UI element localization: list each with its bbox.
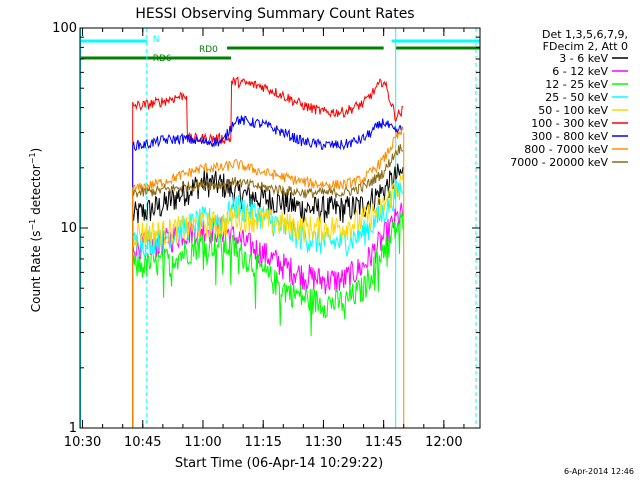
x-tick-label: 11:15: [244, 435, 281, 450]
legend-entry-label: 50 - 100 keV: [538, 104, 608, 117]
legend-entry-label: 25 - 50 keV: [545, 91, 608, 104]
annotation-label-rd6: RD6: [153, 54, 172, 64]
legend-entry-label: 100 - 300 keV: [531, 117, 608, 130]
legend-entry-label: 800 - 7000 keV: [524, 143, 608, 156]
legend-entry-label: 6 - 12 keV: [552, 65, 608, 78]
x-tick-label: 10:45: [124, 435, 161, 450]
legend-entry-label: 300 - 800 keV: [531, 130, 608, 143]
y-axis-label: Count Rate (s−1 detector−1): [28, 148, 43, 312]
legend: Det 1,3,5,6,7,9,FDecim 2, Att 03 - 6 keV…: [510, 28, 628, 169]
plot-area: N RD0 RD6: [80, 28, 480, 428]
x-tick-label: 11:00: [184, 435, 221, 450]
x-tick-label: 10:30: [64, 435, 101, 450]
y-tick-label: 100: [52, 21, 77, 36]
series-line: [132, 115, 404, 428]
y-tick-label: 10: [60, 221, 77, 236]
legend-entry-label: 3 - 6 keV: [559, 52, 608, 65]
annotation-label-n: N: [153, 35, 160, 45]
annotation-label-rd0: RD0: [199, 45, 218, 55]
legend-entry-label: 7000 - 20000 keV: [510, 156, 608, 169]
series-line: [132, 174, 404, 428]
x-tick-label: 11:45: [365, 435, 402, 450]
series-line: [132, 202, 404, 428]
legend-entry-label: 12 - 25 keV: [545, 78, 608, 91]
legend-header: Det 1,3,5,6,7,9,: [542, 28, 628, 41]
x-tick-label: 12:00: [425, 435, 462, 450]
x-axis-label: Start Time (06-Apr-14 10:29:22): [175, 456, 383, 471]
series-line: [132, 75, 404, 428]
x-tick-label: 11:30: [305, 435, 342, 450]
y-tick-label: 1: [69, 421, 77, 436]
axes: 10:30 10:45 11:00 11:15 11:30 11:45 12:00 1 10 10…: [52, 21, 481, 450]
chart-title: HESSI Observing Summary Count Rates: [135, 6, 414, 22]
series-line: [132, 163, 404, 428]
series-line: [132, 144, 404, 428]
legend-header: FDecim 2, Att 0: [543, 40, 628, 53]
series-line: [132, 212, 404, 428]
footer-date: 6-Apr-2014 12:46: [564, 467, 634, 476]
series-line: [132, 126, 404, 428]
